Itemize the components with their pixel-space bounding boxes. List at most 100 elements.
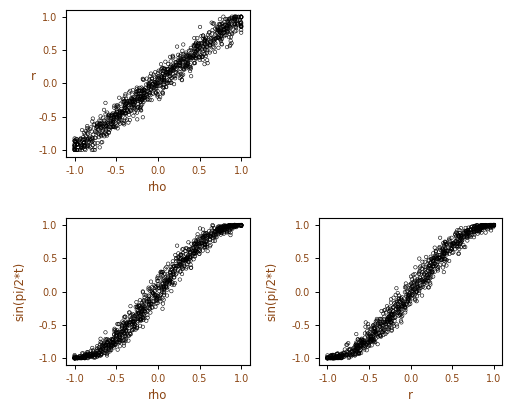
Point xyxy=(441,239,449,245)
Point xyxy=(424,263,432,269)
Point xyxy=(211,35,219,41)
Point xyxy=(396,295,404,302)
Point xyxy=(104,344,112,350)
Point xyxy=(439,251,447,257)
Point xyxy=(182,51,190,58)
Point xyxy=(70,141,78,147)
Point xyxy=(216,36,224,43)
Point xyxy=(199,230,207,236)
Point xyxy=(391,301,400,307)
Point xyxy=(133,323,141,330)
Point xyxy=(192,237,200,244)
Point xyxy=(121,314,129,320)
Point xyxy=(338,352,347,358)
Point xyxy=(168,258,177,265)
Point xyxy=(378,325,386,332)
Point xyxy=(112,112,120,119)
Point xyxy=(199,233,207,240)
Point xyxy=(226,25,234,31)
Point xyxy=(376,333,384,339)
Point xyxy=(233,222,241,228)
Point xyxy=(132,97,140,103)
Point xyxy=(118,99,126,105)
Point xyxy=(215,226,223,232)
Point xyxy=(407,288,415,294)
Point xyxy=(359,343,367,349)
Point xyxy=(352,351,360,357)
Point xyxy=(140,92,148,99)
Point xyxy=(429,261,437,267)
Point xyxy=(156,269,164,275)
Point xyxy=(109,344,118,350)
Point xyxy=(131,326,139,333)
Point xyxy=(115,115,123,122)
Point xyxy=(166,67,175,73)
Point xyxy=(182,57,190,64)
Point xyxy=(113,327,121,333)
Point xyxy=(237,19,245,26)
Point xyxy=(161,70,169,76)
Point xyxy=(363,324,372,330)
Point xyxy=(88,345,96,351)
Point xyxy=(412,283,420,290)
Point xyxy=(118,324,126,331)
Point xyxy=(121,333,129,339)
Point xyxy=(432,252,440,258)
Point xyxy=(420,267,429,273)
Point xyxy=(123,321,131,327)
Point xyxy=(176,60,184,66)
Point xyxy=(149,290,157,296)
Point xyxy=(113,114,121,121)
Point xyxy=(219,23,228,30)
Point xyxy=(370,324,378,331)
Point xyxy=(489,222,497,228)
Point xyxy=(104,346,112,353)
Point xyxy=(407,276,415,282)
Point xyxy=(168,53,177,59)
Point xyxy=(103,340,111,346)
Point xyxy=(323,354,331,361)
Point xyxy=(439,269,447,275)
Point xyxy=(202,239,210,245)
Point xyxy=(75,137,83,144)
Point xyxy=(116,110,124,117)
Point xyxy=(217,41,225,48)
Point xyxy=(371,335,379,342)
Point xyxy=(110,112,119,118)
Point xyxy=(96,336,104,342)
Point xyxy=(395,312,404,318)
Point xyxy=(190,237,198,244)
Point xyxy=(156,294,164,301)
Point xyxy=(453,227,461,233)
Point xyxy=(453,231,461,237)
Point xyxy=(144,286,152,293)
Point xyxy=(164,61,172,67)
Point xyxy=(372,328,380,334)
Point xyxy=(412,289,420,295)
Point xyxy=(379,322,387,329)
Point xyxy=(231,223,239,229)
Point xyxy=(403,295,411,302)
Point xyxy=(92,125,100,131)
Point xyxy=(386,320,394,326)
Point xyxy=(344,355,352,361)
Point xyxy=(175,261,183,267)
Point xyxy=(449,239,457,246)
Point xyxy=(181,62,189,68)
Point xyxy=(176,252,184,258)
Point xyxy=(77,144,85,150)
Point xyxy=(430,269,438,275)
Point xyxy=(141,304,149,311)
Point xyxy=(162,78,170,85)
Point xyxy=(102,119,110,126)
Point xyxy=(232,14,240,20)
Point xyxy=(108,111,116,118)
Point xyxy=(129,326,137,333)
Point xyxy=(104,337,112,343)
Point xyxy=(428,258,436,265)
Point xyxy=(134,93,142,99)
Point xyxy=(178,56,186,62)
Point xyxy=(166,71,174,77)
Point xyxy=(153,83,161,89)
Point xyxy=(150,82,158,88)
